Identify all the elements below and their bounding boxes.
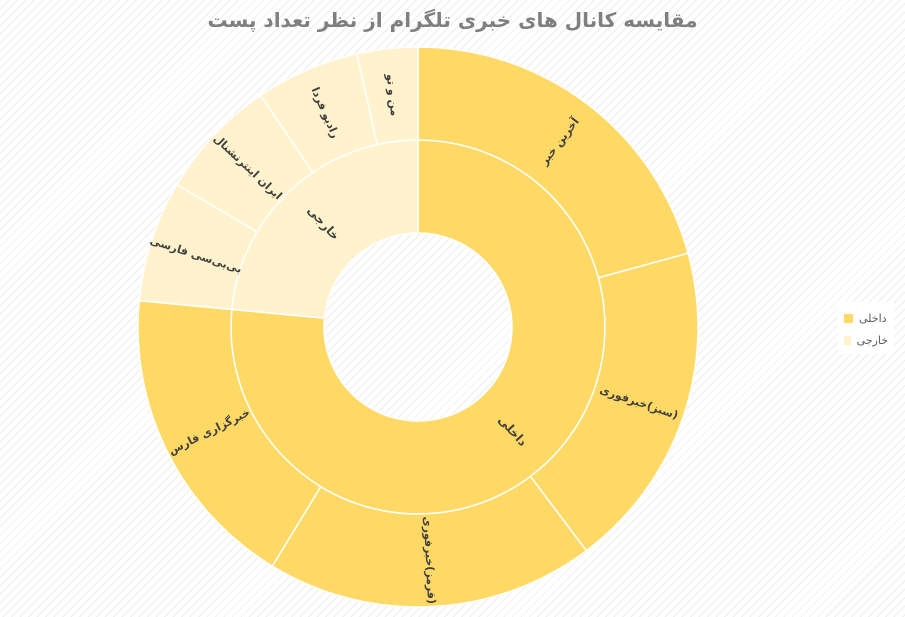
outer-ring-segment-0 bbox=[417, 46, 690, 279]
legend-swatch-domestic bbox=[844, 313, 853, 323]
legend: داخلی خارجی bbox=[838, 302, 894, 354]
legend-swatch-foreign bbox=[844, 335, 851, 345]
legend-item-foreign: خارجی bbox=[844, 329, 888, 351]
legend-label-foreign: خارجی bbox=[856, 333, 888, 347]
chart-title: مقایسه کانال های خبری تلگرام از نظر تعدا… bbox=[207, 8, 698, 32]
legend-item-domestic: داخلی bbox=[844, 307, 888, 329]
outer-label-7: من و تو bbox=[383, 72, 401, 116]
legend-label-domestic: داخلی bbox=[859, 311, 887, 325]
outer-ring-segment-7 bbox=[356, 46, 419, 146]
outer-label-2: (قرمز)خبرفوری bbox=[421, 516, 438, 604]
